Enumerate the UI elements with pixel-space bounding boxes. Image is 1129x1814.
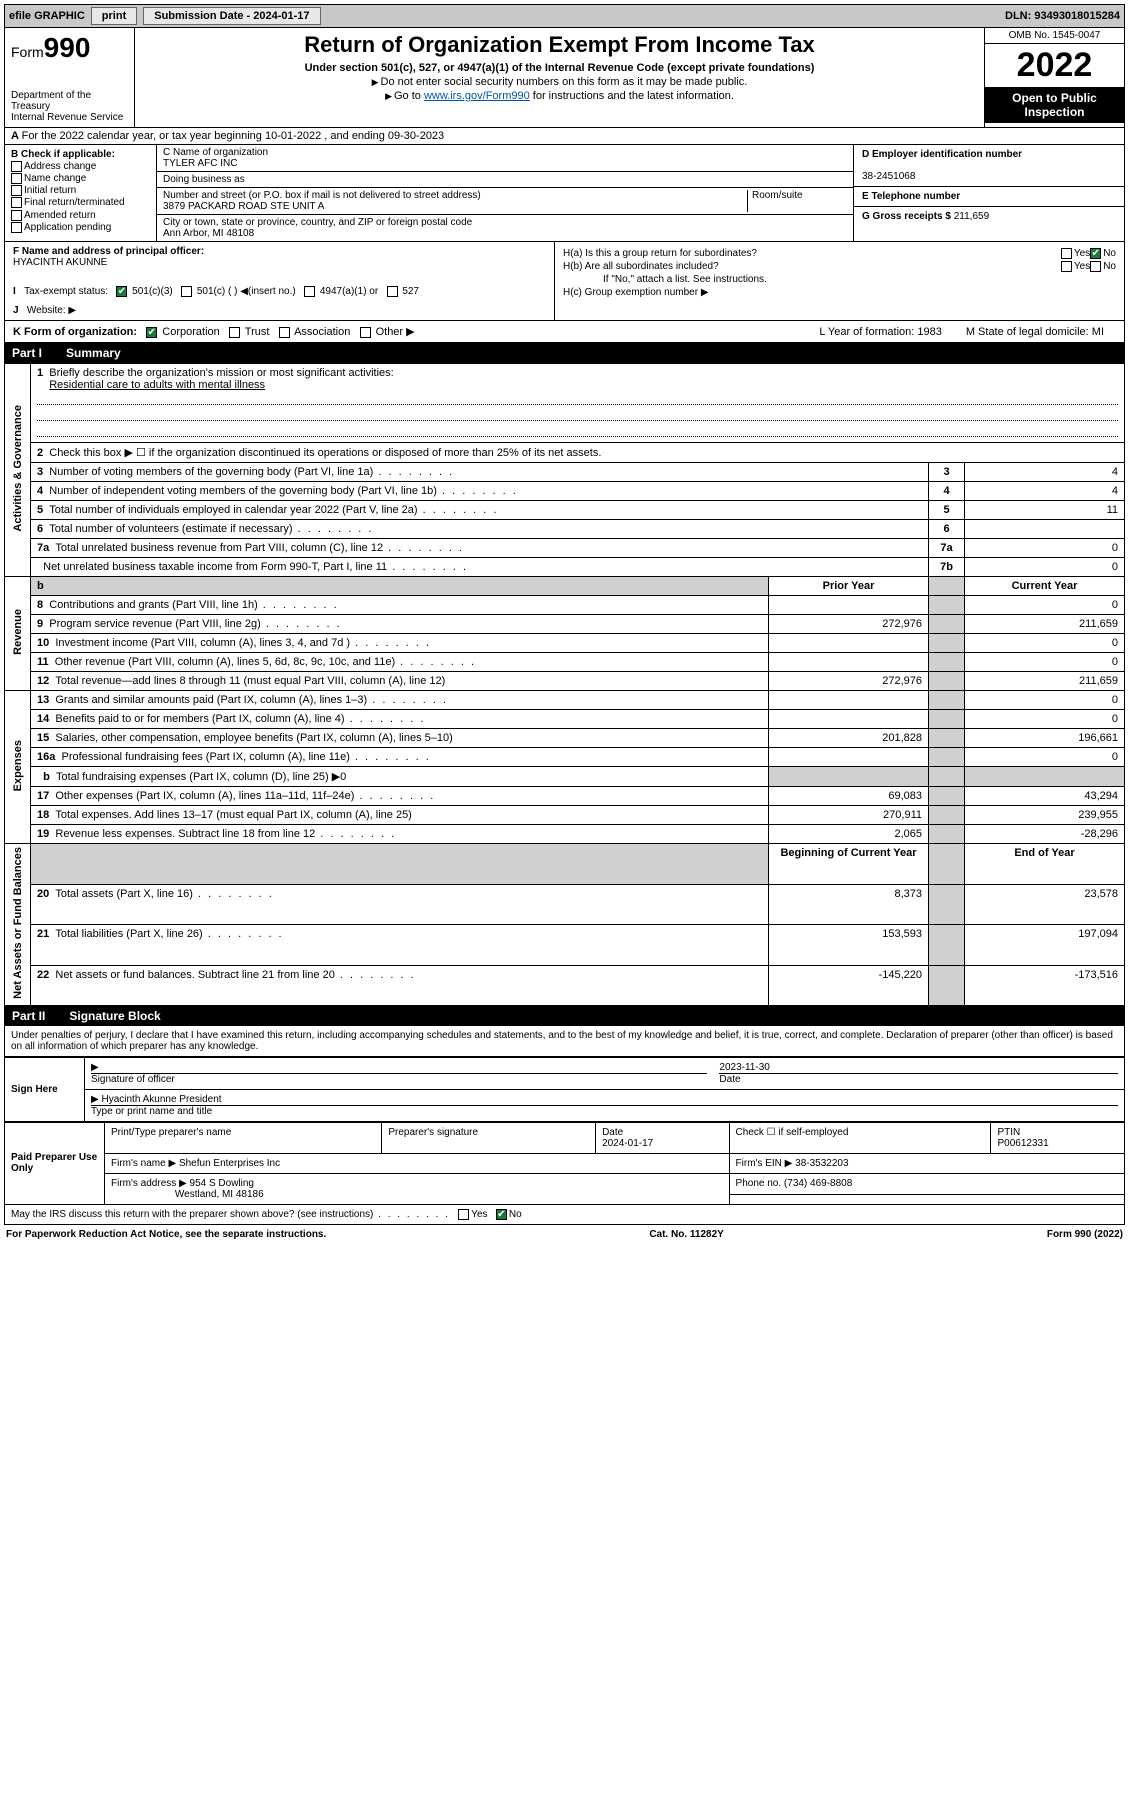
ptin: P00612331 [997, 1138, 1048, 1149]
sign-date: 2023-11-30 [719, 1062, 769, 1073]
line-a: A For the 2022 calendar year, or tax yea… [4, 128, 1125, 145]
box-h: H(a) Is this a group return for subordin… [554, 242, 1124, 320]
part-i-header: Part ISummary [4, 343, 1125, 363]
vtab-net: Net Assets or Fund Balances [5, 844, 31, 1006]
sign-here-table: Sign Here ▶Signature of officer 2023-11-… [4, 1057, 1125, 1122]
print-button[interactable]: print [91, 7, 137, 25]
box-g: G Gross receipts $ 211,659 [854, 206, 1124, 226]
cb-assoc[interactable] [279, 327, 290, 338]
firm-ein: 38-3532203 [795, 1158, 848, 1169]
note-ssn: Do not enter social security numbers on … [143, 76, 976, 88]
discuss-no[interactable]: ✔ [496, 1209, 507, 1220]
org-city: Ann Arbor, MI 48108 [163, 228, 254, 239]
gross-receipts: 211,659 [954, 211, 989, 222]
cb-amended[interactable]: Amended return [11, 210, 150, 221]
cb-501c[interactable] [181, 286, 192, 297]
org-address: 3879 PACKARD ROAD STE UNIT A [163, 201, 324, 212]
form-title: Return of Organization Exempt From Incom… [143, 32, 976, 58]
cb-app-pending[interactable]: Application pending [11, 222, 150, 233]
vtab-gov: Activities & Governance [5, 364, 31, 577]
paid-preparer-table: Paid Preparer Use Only Print/Type prepar… [4, 1122, 1125, 1205]
firm-addr1: 954 S Dowling [190, 1178, 254, 1189]
cb-initial-return[interactable]: Initial return [11, 185, 150, 196]
form-number: Form990 [11, 32, 128, 64]
firm-name: Shefun Enterprises Inc [179, 1158, 280, 1169]
box-f: F Name and address of principal officer:… [5, 242, 554, 320]
page-footer: For Paperwork Reduction Act Notice, see … [4, 1225, 1125, 1244]
sign-here-label: Sign Here [5, 1057, 85, 1121]
top-bar: efile GRAPHIC print Submission Date - 20… [4, 4, 1125, 28]
ha-no[interactable]: ✔ [1090, 248, 1101, 259]
ein-value: 38-2451068 [862, 171, 915, 182]
cb-final-return[interactable]: Final return/terminated [11, 197, 150, 208]
cb-name-change[interactable]: Name change [11, 173, 150, 184]
dln-label: DLN: 93493018015284 [1005, 10, 1120, 22]
irs-link[interactable]: www.irs.gov/Form990 [424, 90, 530, 102]
cb-527[interactable] [387, 286, 398, 297]
open-public: Open to Public Inspection [985, 87, 1124, 123]
year-formation: L Year of formation: 1983 [807, 326, 954, 338]
summary-table: Activities & Governance 1 Briefly descri… [4, 363, 1125, 1006]
officer-sig-name: Hyacinth Akunne President [101, 1094, 221, 1105]
firm-addr2: Westland, MI 48186 [175, 1189, 264, 1200]
cb-trust[interactable] [229, 327, 240, 338]
ha-yes[interactable] [1061, 248, 1072, 259]
box-d: D Employer identification number 38-2451… [854, 145, 1124, 187]
firm-phone: (734) 469-8808 [784, 1178, 852, 1189]
cb-corp[interactable]: ✔ [146, 327, 157, 338]
may-irs-discuss: May the IRS discuss this return with the… [4, 1205, 1125, 1225]
state-domicile: M State of legal domicile: MI [954, 326, 1116, 338]
hb-yes[interactable] [1061, 261, 1072, 272]
officer-name: HYACINTH AKUNNE [13, 257, 107, 268]
form-header: Form990 Department of the Treasury Inter… [4, 28, 1125, 128]
prep-date: 2024-01-17 [602, 1138, 653, 1149]
box-e: E Telephone number [854, 187, 1124, 206]
omb-number: OMB No. 1545-0047 [985, 28, 1124, 44]
org-name: TYLER AFC INC [163, 158, 237, 169]
cb-501c3[interactable]: ✔ [116, 286, 127, 297]
vtab-rev: Revenue [5, 577, 31, 691]
part-ii-header: Part IISignature Block [4, 1006, 1125, 1026]
cb-address-change[interactable]: Address change [11, 161, 150, 172]
cb-other[interactable] [360, 327, 371, 338]
hb-no[interactable] [1090, 261, 1101, 272]
discuss-yes[interactable] [458, 1209, 469, 1220]
line-k: K Form of organization: ✔ Corporation Tr… [4, 321, 1125, 343]
block-bcde: B Check if applicable: Address change Na… [4, 145, 1125, 242]
tax-year: 2022 [985, 44, 1124, 87]
note-link: Go to www.irs.gov/Form990 for instructio… [143, 90, 976, 102]
block-fh: F Name and address of principal officer:… [4, 242, 1125, 321]
sig-declaration: Under penalties of perjury, I declare th… [4, 1026, 1125, 1057]
dept-label: Department of the Treasury [11, 90, 128, 112]
paid-prep-label: Paid Preparer Use Only [5, 1122, 105, 1204]
efile-label: efile GRAPHIC [9, 10, 85, 22]
vtab-exp: Expenses [5, 691, 31, 844]
box-b: B Check if applicable: Address change Na… [5, 145, 157, 241]
form-subtitle: Under section 501(c), 527, or 4947(a)(1)… [143, 62, 976, 74]
cb-4947[interactable] [304, 286, 315, 297]
irs-label: Internal Revenue Service [11, 112, 128, 123]
submission-date: Submission Date - 2024-01-17 [143, 7, 320, 25]
mission-text: Residential care to adults with mental i… [49, 379, 265, 391]
box-c: C Name of organizationTYLER AFC INC Doin… [157, 145, 854, 241]
